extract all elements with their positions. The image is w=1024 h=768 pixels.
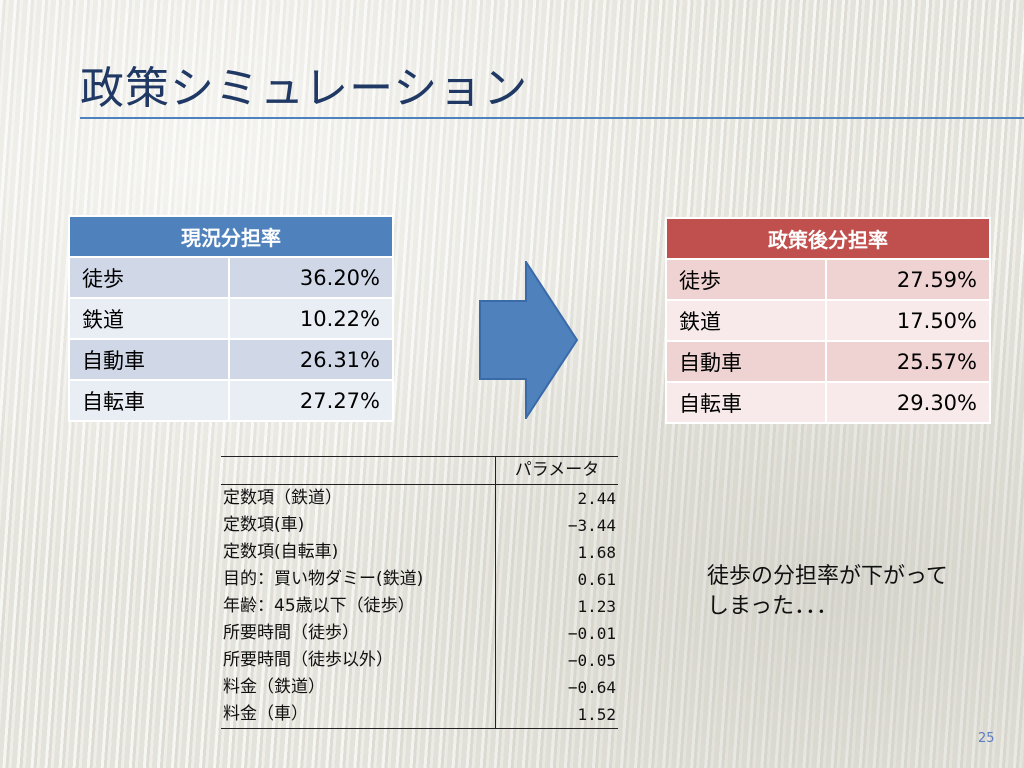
mode-label: 自動車 — [68, 338, 230, 381]
mode-label: 徒歩 — [68, 256, 230, 299]
table-row: 自転車 29.30% — [665, 381, 991, 424]
table-row: 徒歩 36.20% — [68, 256, 394, 299]
parameter-value: −0.64 — [567, 678, 616, 697]
table-row: 自動車 26.31% — [68, 338, 394, 381]
share-value: 27.27% — [228, 379, 394, 422]
share-value: 27.59% — [825, 258, 991, 301]
parameter-value: 1.68 — [577, 543, 616, 562]
observation-note: 徒歩の分担率が下がって しまった．．． — [707, 562, 1007, 622]
table-row: 鉄道 17.50% — [665, 299, 991, 342]
current-share-header: 現況分担率 — [68, 215, 394, 258]
parameter-name: 所要時間（徒歩） — [221, 620, 496, 647]
table-row: 鉄道 10.22% — [68, 297, 394, 340]
share-value: 36.20% — [228, 256, 394, 299]
parameter-name: 料金（鉄道） — [221, 674, 496, 701]
parameter-name: 定数項(車) — [221, 512, 496, 539]
policy-share-table: 政策後分担率 徒歩 27.59% 鉄道 17.50% 自動車 25.57% 自転… — [665, 217, 991, 424]
parameter-name-header — [221, 456, 496, 485]
parameter-value: −3.44 — [567, 516, 616, 535]
parameter-value: −0.01 — [567, 624, 616, 643]
slide-title: 政策シミュレーション — [80, 63, 529, 114]
table-row: 料金（車） 1.52 — [221, 701, 618, 729]
table-row: 定数項(自転車) 1.68 — [221, 539, 618, 566]
mode-label: 自転車 — [665, 381, 827, 424]
mode-label: 自転車 — [68, 379, 230, 422]
parameter-name: 定数項(自転車) — [221, 539, 496, 566]
parameter-value: 2.44 — [577, 489, 616, 508]
table-row: 自動車 25.57% — [665, 340, 991, 383]
mode-label: 自動車 — [665, 340, 827, 383]
table-row: 所要時間（徒歩） −0.01 — [221, 620, 618, 647]
mode-label: 鉄道 — [68, 297, 230, 340]
table-row: 年齢：45歳以下（徒歩） 1.23 — [221, 593, 618, 620]
note-line: しまった．．． — [707, 594, 839, 619]
mode-label: 鉄道 — [665, 299, 827, 342]
table-row: 定数項(車) −3.44 — [221, 512, 618, 539]
parameter-name: 目的：買い物ダミー(鉄道) — [221, 566, 496, 593]
share-value: 26.31% — [228, 338, 394, 381]
table-row: 徒歩 27.59% — [665, 258, 991, 301]
parameter-value: −0.05 — [567, 651, 616, 670]
table-row: 自転車 27.27% — [68, 379, 394, 422]
parameter-name: 料金（車） — [221, 701, 496, 729]
parameter-table: パラメータ 定数項（鉄道） 2.44 定数項(車) −3.44 定数項(自転車) 1.… — [221, 456, 618, 729]
current-share-table: 現況分担率 徒歩 36.20% 鉄道 10.22% 自動車 26.31% 自転車… — [68, 215, 394, 422]
right-arrow-icon — [479, 261, 579, 419]
page-number: 25 — [978, 731, 995, 746]
share-value: 10.22% — [228, 297, 394, 340]
title-underline — [80, 117, 1024, 119]
parameter-value-header: パラメータ — [495, 456, 618, 485]
table-row: 所要時間（徒歩以外） −0.05 — [221, 647, 618, 674]
parameter-name: 所要時間（徒歩以外） — [221, 647, 496, 674]
policy-share-header: 政策後分担率 — [665, 217, 991, 260]
parameter-value: 0.61 — [577, 570, 616, 589]
share-value: 17.50% — [825, 299, 991, 342]
mode-label: 徒歩 — [665, 258, 827, 301]
parameter-name: 年齢：45歳以下（徒歩） — [221, 593, 496, 620]
share-value: 29.30% — [825, 381, 991, 424]
parameter-value: 1.52 — [495, 701, 618, 729]
note-line: 徒歩の分担率が下がって — [707, 564, 948, 589]
table-row: 定数項（鉄道） 2.44 — [221, 484, 618, 512]
share-value: 25.57% — [825, 340, 991, 383]
parameter-name: 定数項（鉄道） — [221, 484, 496, 512]
parameter-value: 1.23 — [577, 597, 616, 616]
table-row: 目的：買い物ダミー(鉄道) 0.61 — [221, 566, 618, 593]
table-row: 料金（鉄道） −0.64 — [221, 674, 618, 701]
